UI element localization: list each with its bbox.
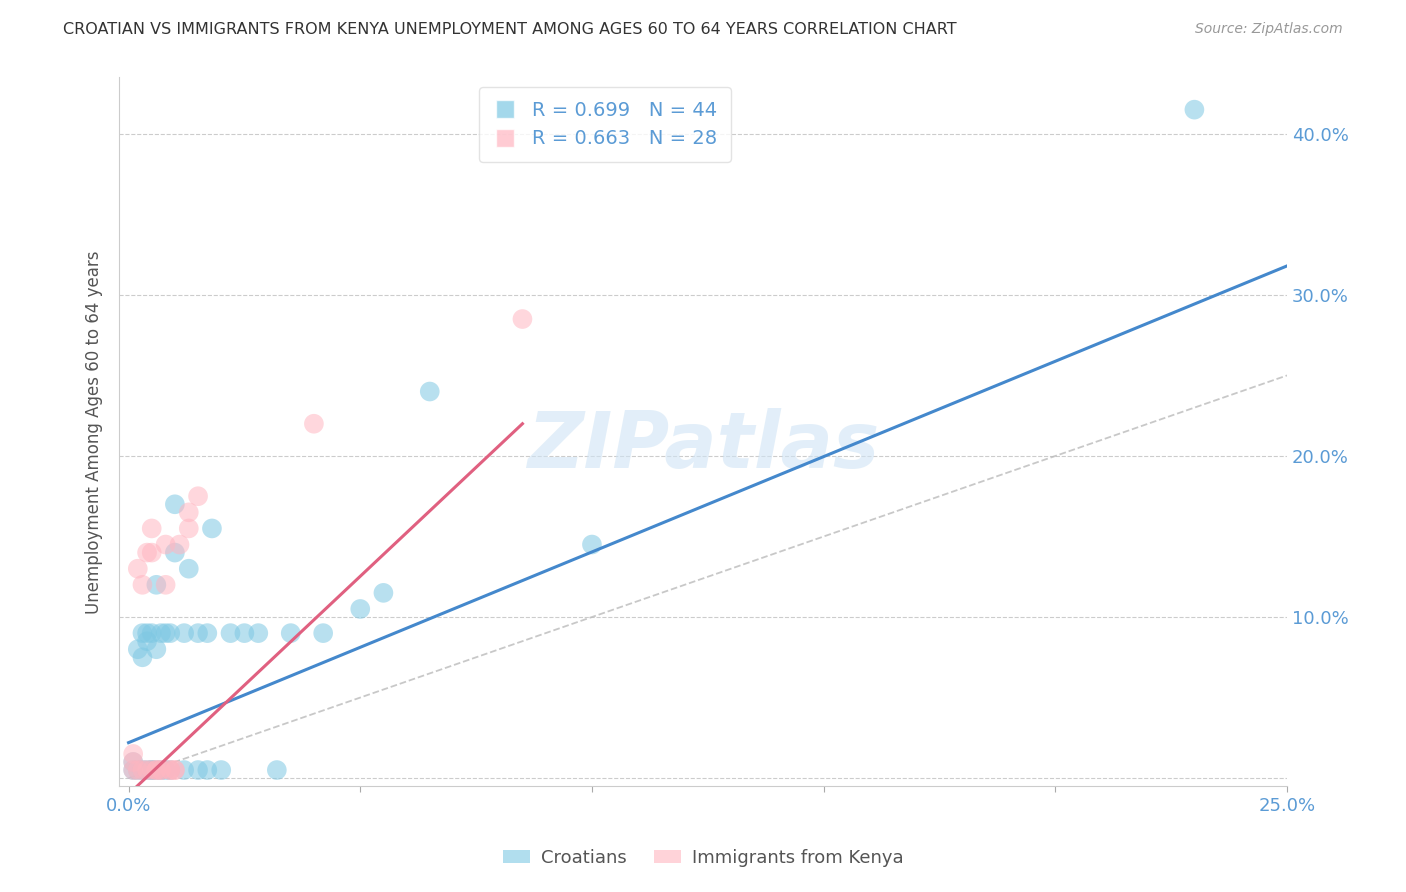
Point: [131, 763, 153, 777]
Point: [136, 545, 159, 559]
Point: [349, 602, 371, 616]
Point: [163, 763, 186, 777]
Point: [247, 626, 270, 640]
Point: [131, 626, 153, 640]
Point: [155, 626, 177, 640]
Point: [155, 537, 177, 551]
Point: [177, 505, 200, 519]
Point: [131, 650, 153, 665]
Point: [145, 578, 167, 592]
Point: [122, 747, 145, 761]
Point: [302, 417, 325, 431]
Point: [1184, 103, 1206, 117]
Legend: R = 0.699   N = 44, R = 0.663   N = 28: R = 0.699 N = 44, R = 0.663 N = 28: [479, 87, 731, 162]
Point: [127, 642, 149, 657]
Point: [127, 562, 149, 576]
Y-axis label: Unemployment Among Ages 60 to 64 years: Unemployment Among Ages 60 to 64 years: [86, 250, 103, 614]
Point: [155, 578, 177, 592]
Point: [280, 626, 302, 640]
Point: [159, 763, 181, 777]
Point: [169, 537, 191, 551]
Point: [127, 763, 149, 777]
Point: [145, 763, 167, 777]
Point: [187, 763, 209, 777]
Point: [136, 763, 159, 777]
Point: [136, 626, 159, 640]
Point: [141, 763, 163, 777]
Point: [141, 626, 163, 640]
Point: [155, 763, 177, 777]
Point: [187, 489, 209, 503]
Point: [163, 763, 186, 777]
Point: [145, 763, 167, 777]
Point: [159, 626, 181, 640]
Point: [173, 763, 195, 777]
Point: [149, 763, 172, 777]
Point: [131, 763, 153, 777]
Point: [266, 763, 288, 777]
Point: [149, 763, 172, 777]
Point: [141, 521, 163, 535]
Point: [163, 497, 186, 511]
Point: [195, 626, 218, 640]
Point: [312, 626, 335, 640]
Point: [136, 763, 159, 777]
Text: Source: ZipAtlas.com: Source: ZipAtlas.com: [1195, 22, 1343, 37]
Point: [177, 562, 200, 576]
Point: [122, 755, 145, 769]
Point: [373, 586, 395, 600]
Point: [209, 763, 232, 777]
Point: [122, 763, 145, 777]
Point: [201, 521, 224, 535]
Point: [149, 626, 172, 640]
Point: [195, 763, 218, 777]
Point: [141, 763, 163, 777]
Point: [581, 537, 603, 551]
Point: [145, 763, 167, 777]
Point: [173, 626, 195, 640]
Point: [149, 763, 172, 777]
Point: [187, 626, 209, 640]
Point: [159, 763, 181, 777]
Point: [219, 626, 242, 640]
Point: [131, 578, 153, 592]
Point: [159, 763, 181, 777]
Point: [127, 763, 149, 777]
Point: [141, 763, 163, 777]
Point: [177, 521, 200, 535]
Point: [233, 626, 256, 640]
Point: [145, 642, 167, 657]
Text: ZIPatlas: ZIPatlas: [527, 408, 879, 484]
Point: [163, 545, 186, 559]
Legend: Croatians, Immigrants from Kenya: Croatians, Immigrants from Kenya: [496, 842, 910, 874]
Point: [419, 384, 441, 399]
Point: [512, 312, 534, 326]
Point: [136, 634, 159, 648]
Point: [122, 755, 145, 769]
Text: CROATIAN VS IMMIGRANTS FROM KENYA UNEMPLOYMENT AMONG AGES 60 TO 64 YEARS CORRELA: CROATIAN VS IMMIGRANTS FROM KENYA UNEMPL…: [63, 22, 957, 37]
Point: [122, 763, 145, 777]
Point: [141, 545, 163, 559]
